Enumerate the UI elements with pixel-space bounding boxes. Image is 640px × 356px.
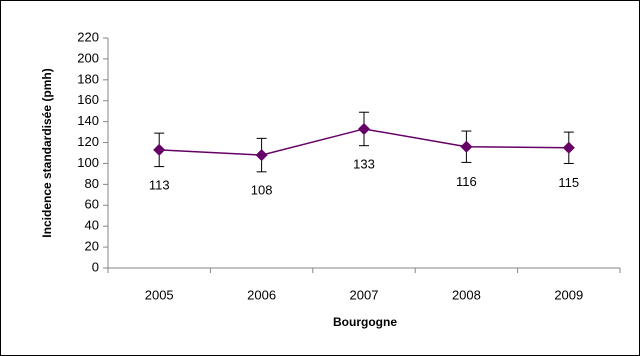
- x-tick-label: 2007: [350, 287, 379, 302]
- y-axis-title: Incidence standardisée (pmh): [40, 68, 54, 237]
- y-tick-label: 20: [85, 239, 99, 254]
- x-tick-label: 2005: [145, 287, 174, 302]
- data-label: 133: [353, 156, 375, 171]
- y-tick-label: 140: [77, 113, 99, 128]
- y-tick-label: 180: [77, 71, 99, 86]
- x-tick-label: 2008: [452, 287, 481, 302]
- marker: [460, 140, 473, 153]
- y-tick-label: 40: [85, 218, 99, 233]
- data-label: 108: [251, 183, 273, 198]
- y-tick-label: 0: [92, 259, 99, 274]
- y-tick-label: 120: [77, 134, 99, 149]
- marker: [255, 149, 268, 162]
- marker: [562, 141, 575, 154]
- data-label: 115: [558, 175, 579, 190]
- x-axis-title: Bourgogne: [333, 315, 397, 329]
- data-label: 116: [456, 174, 477, 189]
- x-tick-label: 2009: [554, 287, 583, 302]
- y-tick-label: 100: [77, 155, 99, 170]
- marker: [358, 122, 370, 135]
- y-tick-label: 80: [85, 176, 99, 191]
- y-tick-label: 160: [77, 92, 99, 107]
- y-tick-label: 60: [85, 197, 99, 212]
- marker: [153, 143, 166, 156]
- y-tick-label: 220: [77, 29, 99, 44]
- y-tick-label: 200: [77, 50, 99, 65]
- x-tick-label: 2006: [247, 287, 276, 302]
- data-label: 113: [149, 177, 170, 192]
